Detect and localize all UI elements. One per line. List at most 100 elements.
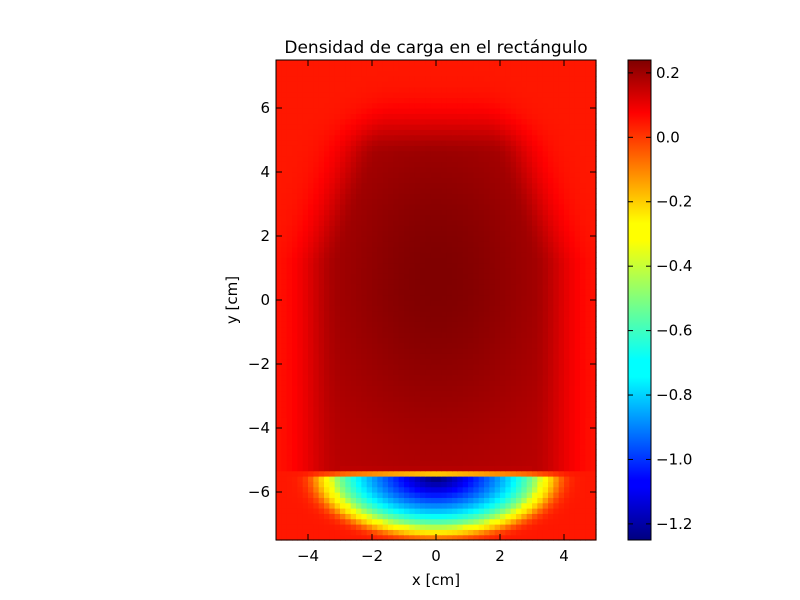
heatmap-cell [436,246,442,253]
heatmap-cell [500,236,506,242]
heatmap-cell [569,230,576,237]
heatmap-cell [409,422,416,429]
heatmap-cell [457,150,464,157]
heatmap-cell [297,428,304,434]
heatmap-cell [286,97,293,104]
heatmap-cell [302,518,309,525]
heatmap-cell [590,262,597,269]
heatmap-cell [334,428,341,434]
heatmap-cell [452,289,458,296]
heatmap-cell [318,492,325,498]
heatmap-cell [473,284,480,290]
heatmap-cell [590,412,597,418]
heatmap-cell [334,524,341,530]
heatmap-cell [537,476,544,482]
heatmap-cell [398,310,405,317]
heatmap-cell [500,364,506,370]
heatmap-cell [286,470,293,477]
heatmap-cell [276,177,282,184]
heatmap-cell [345,278,352,285]
heatmap-cell [510,353,517,360]
heatmap-cell [452,193,458,200]
heatmap-cell [537,273,544,280]
heatmap-cell [286,369,293,376]
heatmap-cell [516,364,522,370]
heatmap-cell [425,161,432,168]
heatmap-cell [329,364,336,370]
heatmap-cell [404,252,410,258]
heatmap-cell [425,246,432,253]
heatmap-cell [276,113,282,120]
heatmap-cell [302,214,309,221]
heatmap-cell [361,225,368,232]
heatmap-cell [388,129,394,136]
heatmap-cell [478,321,485,328]
heatmap-cell [569,518,576,525]
heatmap-cell [292,294,298,301]
heatmap-cell [329,470,336,477]
heatmap-cell [462,332,469,338]
heatmap-cell [548,193,554,200]
heatmap-cell [484,289,490,296]
heatmap-cell [430,337,437,344]
heatmap-cell [430,369,437,376]
heatmap-cell [510,406,517,413]
heatmap-cell [393,524,400,530]
heatmap-cell [569,166,576,173]
heatmap-cell [308,225,314,232]
heatmap-cell [324,166,330,173]
heatmap-cell [398,241,405,248]
heatmap-cell [569,310,576,317]
heatmap [276,60,597,541]
heatmap-cell [430,177,437,184]
heatmap-cell [574,145,581,152]
heatmap-cell [553,209,560,216]
heatmap-cell [590,529,597,536]
heatmap-cell [425,396,432,402]
heatmap-cell [457,385,464,392]
heatmap-cell [510,278,517,285]
heatmap-cell [334,497,341,504]
heatmap-cell [489,166,496,173]
heatmap-cell [297,150,304,157]
heatmap-cell [484,300,490,306]
heatmap-cell [425,230,432,237]
heatmap-cell [313,204,320,210]
heatmap-cell [473,348,480,354]
heatmap-cell [521,97,528,104]
heatmap-cell [510,209,517,216]
heatmap-cell [276,284,282,290]
heatmap-cell [564,460,570,466]
heatmap-cell [286,465,293,472]
heatmap-cell [500,150,506,157]
heatmap-cell [340,476,346,482]
heatmap-cell [388,465,394,472]
heatmap-cell [409,246,416,253]
heatmap-cell [377,188,384,194]
heatmap-cell [537,278,544,285]
heatmap-cell [478,513,485,520]
heatmap-cell [521,156,528,162]
heatmap-cell [462,476,469,482]
heatmap-cell [446,518,453,525]
heatmap-cell [484,305,490,312]
heatmap-cell [430,332,437,338]
heatmap-cell [334,118,341,125]
heatmap-cell [313,422,320,429]
heatmap-cell [441,465,448,472]
heatmap-cell [377,145,384,152]
heatmap-cell [388,326,394,333]
heatmap-cell [505,214,512,221]
heatmap-cell [425,262,432,269]
heatmap-cell [580,113,586,120]
heatmap-cell [569,204,576,210]
heatmap-cell [590,422,597,429]
heatmap-cell [414,385,421,392]
heatmap-cell [388,492,394,498]
heatmap-cell [286,257,293,264]
heatmap-cell [484,113,490,120]
heatmap-cell [489,193,496,200]
heatmap-cell [292,529,298,536]
heatmap-cell [329,182,336,189]
heatmap-cell [276,460,282,466]
